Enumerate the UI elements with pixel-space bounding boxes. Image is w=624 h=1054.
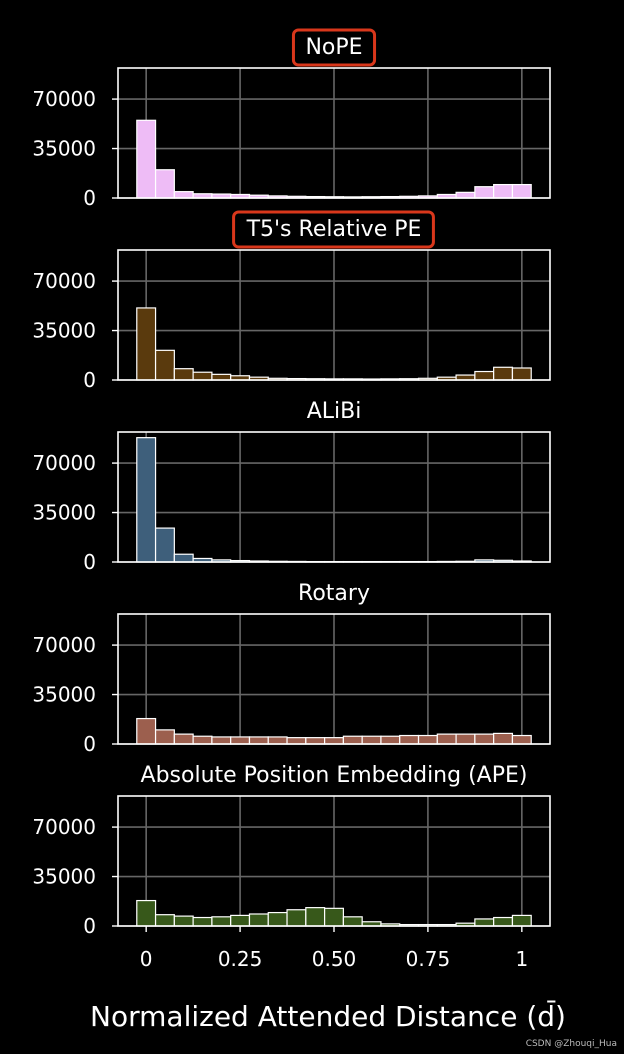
panel-1: 0 35000 70000 T5's Relative PE	[32, 210, 551, 392]
histogram-bar	[136, 899, 157, 927]
y-tick-label: 0	[83, 550, 96, 574]
panel-4: 0 35000 70000 Absolute Position Embedding (…	[32, 763, 551, 971]
histogram-bar	[192, 916, 213, 927]
histogram-bar	[511, 914, 532, 927]
y-tick-label: 0	[83, 732, 96, 756]
histogram-bar	[154, 729, 175, 745]
panel-0: 0 35000 70000 NoPE	[32, 28, 551, 210]
histogram-bar	[436, 733, 457, 745]
panel-title: ALiBi	[307, 399, 362, 424]
axes-frame	[117, 67, 551, 199]
histogram-bar	[493, 732, 514, 745]
histogram-bar	[474, 370, 495, 381]
histogram-bar	[493, 366, 514, 381]
y-tick-label: 0	[83, 914, 96, 938]
histogram-bar	[305, 737, 326, 745]
histogram-bar	[455, 733, 476, 745]
histogram-bar	[455, 191, 476, 199]
histogram-bar	[211, 736, 232, 745]
histogram-bar	[324, 907, 344, 927]
histogram-bar	[136, 437, 157, 563]
histogram-bar	[154, 169, 175, 199]
histogram-bar	[154, 349, 175, 381]
histogram-bar	[267, 911, 288, 927]
highlight-box	[291, 28, 377, 67]
histogram-bar	[173, 368, 194, 381]
histogram-bar	[267, 736, 288, 745]
y-tick-label: 0	[83, 186, 96, 210]
histogram-bar	[230, 736, 251, 745]
histogram-bar	[154, 914, 175, 927]
histogram-bar	[493, 183, 514, 199]
histogram-bar	[511, 734, 532, 745]
histogram-bar	[305, 907, 326, 927]
y-tick-label: 70000	[32, 451, 96, 475]
y-tick-label: 35000	[32, 319, 96, 343]
y-tick-label: 35000	[32, 501, 96, 525]
panel-title: Rotary	[298, 581, 370, 606]
histogram-bar	[211, 916, 232, 927]
histogram-bar	[248, 913, 269, 927]
y-tick-label: 35000	[32, 137, 96, 161]
histogram-bar	[474, 186, 495, 199]
histogram-bar	[380, 735, 401, 745]
panel-title: Absolute Position Embedding (APE)	[141, 763, 528, 788]
histogram-bar	[493, 916, 514, 927]
axes-frame	[117, 249, 551, 381]
x-axis-label: Normalized Attended Distance (d̄)	[90, 999, 566, 1033]
histogram-bar	[417, 734, 438, 745]
histogram-bar	[173, 733, 194, 745]
watermark: CSDN @Zhouqi_Hua	[526, 1039, 617, 1049]
histogram-bar	[342, 916, 363, 927]
histogram-bar	[511, 183, 532, 199]
y-tick-label: 35000	[32, 865, 96, 889]
histogram-bar	[192, 735, 213, 745]
histogram-bar	[173, 191, 194, 199]
histogram-bar	[342, 735, 363, 745]
y-tick-label: 70000	[32, 269, 96, 293]
histogram-bar	[136, 119, 157, 199]
histogram-bar	[248, 736, 269, 745]
panel-2: 0 35000 70000 ALiBi	[32, 399, 551, 574]
histogram-bar	[173, 553, 194, 563]
y-tick-label: 35000	[32, 683, 96, 707]
histogram-bar	[474, 918, 495, 927]
histogram-bar	[211, 373, 232, 381]
y-tick-label: 70000	[32, 87, 96, 111]
axes-frame	[117, 613, 551, 745]
panel-title: T5's Relative PE	[246, 217, 422, 242]
panel-3: 0 35000 70000 Rotary	[32, 581, 551, 756]
x-tick-label: 0.75	[406, 947, 451, 971]
x-tick-label: 0	[140, 947, 153, 971]
histogram-bar	[286, 737, 307, 745]
panel-title: NoPE	[305, 35, 362, 60]
y-tick-label: 70000	[32, 815, 96, 839]
histogram-bar	[324, 737, 344, 745]
highlight-box	[232, 210, 435, 249]
histogram-bar	[511, 367, 532, 381]
histogram-bar	[474, 733, 495, 745]
histogram-bar	[136, 307, 157, 381]
x-tick-label: 0.50	[312, 947, 357, 971]
x-tick-label: 0.25	[218, 947, 263, 971]
histogram-bar	[399, 734, 420, 745]
histogram-bar	[173, 915, 194, 927]
histogram-bar	[230, 914, 251, 927]
y-tick-label: 0	[83, 368, 96, 392]
histogram-bar	[136, 717, 157, 745]
histogram-bar	[361, 735, 382, 745]
histogram-bar	[192, 371, 213, 381]
histogram-bar	[154, 527, 175, 563]
y-tick-label: 70000	[32, 633, 96, 657]
histogram-bar	[286, 909, 307, 927]
axes-frame	[117, 431, 551, 563]
x-tick-label: 1	[515, 947, 528, 971]
